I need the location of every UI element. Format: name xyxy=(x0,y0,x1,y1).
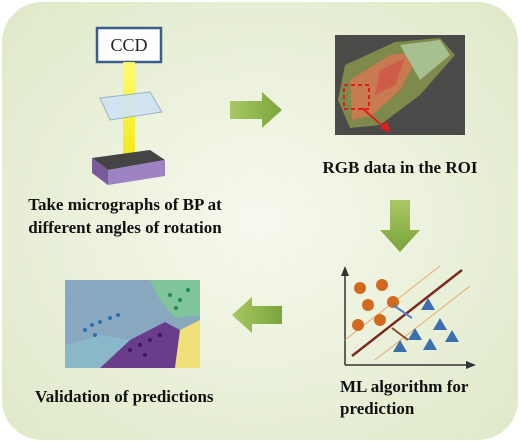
step-label: ML algorithm for xyxy=(340,377,469,396)
sample-top xyxy=(92,150,165,170)
ccd-box xyxy=(95,26,163,64)
arrow xyxy=(380,200,420,252)
ccd-label: CCD xyxy=(110,35,147,55)
arrow xyxy=(232,297,282,333)
step-label: Validation of predictions xyxy=(35,387,214,406)
step-label: Take micrographs of BP at xyxy=(28,195,222,214)
glass-slide xyxy=(99,91,163,121)
sample-front xyxy=(108,160,165,185)
ml-plot xyxy=(341,265,476,369)
step-label: different angles of rotation xyxy=(28,218,222,237)
step-label: prediction xyxy=(340,399,415,418)
roi-arrow xyxy=(361,107,386,129)
flake xyxy=(400,40,450,80)
arrow xyxy=(230,92,282,128)
roi-arrow-head xyxy=(380,121,390,133)
flake xyxy=(375,58,405,95)
validation-plot xyxy=(65,280,200,368)
roi xyxy=(343,84,370,110)
sample-side xyxy=(92,158,108,185)
step-label: RGB data in the ROI xyxy=(323,158,478,177)
